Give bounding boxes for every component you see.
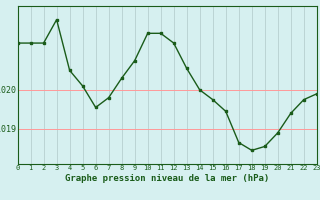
X-axis label: Graphe pression niveau de la mer (hPa): Graphe pression niveau de la mer (hPa) xyxy=(65,174,269,183)
